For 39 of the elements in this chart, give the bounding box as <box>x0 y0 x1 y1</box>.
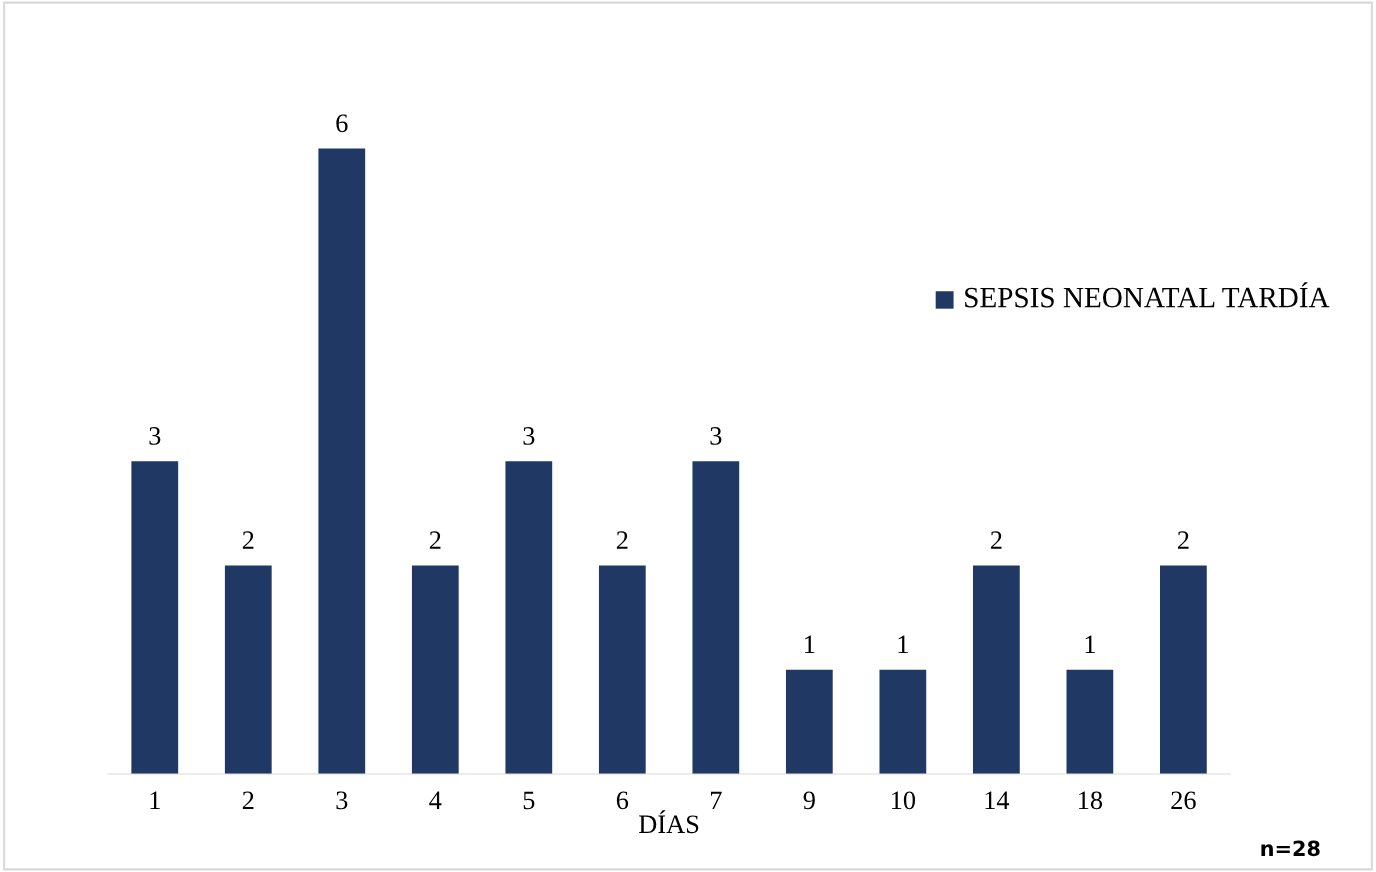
bar <box>318 148 366 774</box>
data-label: 2 <box>1177 531 1189 549</box>
data-label: 2 <box>242 531 254 549</box>
bar <box>1160 565 1207 774</box>
text: n=28 <box>1261 840 1320 857</box>
x-tick-label: 7 <box>710 791 722 809</box>
data-label: 2 <box>616 531 628 549</box>
bar <box>505 461 553 774</box>
data-label: 6 <box>336 114 348 133</box>
bar <box>879 669 927 774</box>
x-tick-label: 5 <box>523 791 535 810</box>
data-label: 1 <box>898 635 908 654</box>
data-label: 1 <box>1085 635 1095 654</box>
x-tick-label: 26 <box>1171 791 1196 810</box>
x-tick-label: 18 <box>1079 791 1103 810</box>
x-tick-label: 1 <box>150 791 160 809</box>
x-tick-label: 9 <box>803 791 815 810</box>
bar <box>1066 669 1114 774</box>
x-tick-label: 14 <box>985 791 1010 809</box>
data-label: 2 <box>429 531 441 549</box>
bar <box>598 565 646 774</box>
bar <box>785 669 833 774</box>
data-label: 1 <box>805 635 815 654</box>
bar <box>411 565 459 774</box>
bar <box>131 461 179 774</box>
x-axis-title: DÍAS <box>639 810 699 834</box>
data-label: 3 <box>523 427 535 445</box>
data-label: 3 <box>149 427 161 445</box>
x-tick-label: 10 <box>891 791 916 810</box>
bar <box>692 461 740 774</box>
data-label: 2 <box>990 531 1002 549</box>
data-label: 3 <box>710 427 722 445</box>
legend-label: SEPSIS NEONATAL TARDÍA <box>965 282 1330 308</box>
x-tick-label: 6 <box>616 791 629 810</box>
bar <box>224 565 272 774</box>
x-tick-label: 4 <box>429 791 442 809</box>
bar <box>972 565 1020 774</box>
x-tick-label: 3 <box>336 791 348 810</box>
x-tick-label: 2 <box>242 791 254 809</box>
